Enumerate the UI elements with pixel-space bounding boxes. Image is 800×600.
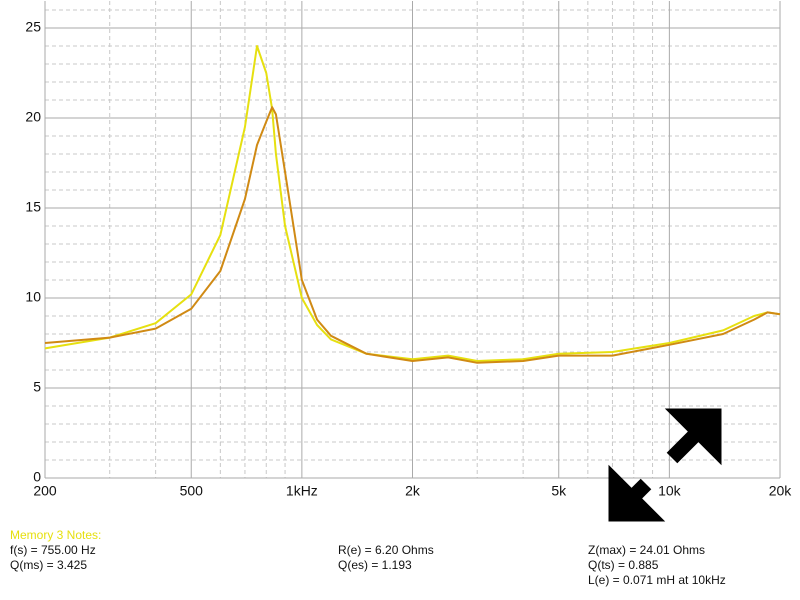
note-line: Q(ts) = 0.885 <box>588 558 659 572</box>
x-tick-label: 20k <box>769 483 793 499</box>
y-tick-label: 20 <box>25 109 41 125</box>
arrow-shaft <box>666 422 708 464</box>
plot <box>44 45 781 364</box>
notes-heading: Memory 3 Notes: <box>10 528 101 542</box>
note-line: Q(es) = 1.193 <box>338 558 412 572</box>
resize-icon[interactable] <box>608 408 722 522</box>
x-tick-label: 500 <box>180 483 204 499</box>
x-tick-label: 10k <box>658 483 682 499</box>
series-line <box>44 45 781 362</box>
note-line: f(s) = 755.00 Hz <box>10 543 96 557</box>
series-line <box>44 106 781 364</box>
note-line: Q(ms) = 3.425 <box>10 558 87 572</box>
x-tick-label: 1kHz <box>286 483 318 499</box>
x-tick-label: 200 <box>33 483 57 499</box>
y-tick-label: 25 <box>25 19 41 35</box>
note-line: L(e) = 0.071 mH at 10kHz <box>588 573 726 587</box>
y-tick-label: 5 <box>33 379 41 395</box>
x-tick-label: 5k <box>551 483 567 499</box>
note-line: R(e) = 6.20 Ohms <box>338 543 434 557</box>
arrow-shaft <box>609 478 652 521</box>
y-tick-label: 15 <box>25 199 41 215</box>
grid <box>44 1 781 479</box>
note-line: Z(max) = 24.01 Ohms <box>588 543 705 557</box>
y-tick-label: 10 <box>25 289 41 305</box>
y-tick-label: 0 <box>33 469 41 485</box>
x-tick-label: 2k <box>405 483 421 499</box>
